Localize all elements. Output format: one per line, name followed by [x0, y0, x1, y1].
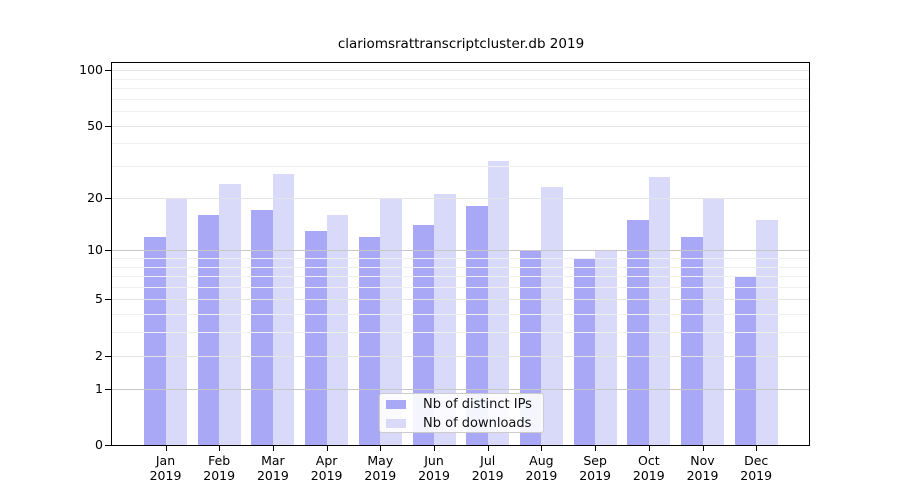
- y-tick-5: [105, 299, 111, 301]
- bar-oct-downloads: [648, 177, 671, 445]
- bar-nov-distinct-ips: [681, 236, 703, 445]
- y-tick-label-1: 1: [95, 380, 103, 396]
- y-tick-50: [105, 125, 111, 127]
- minor-gridline-90: [112, 78, 809, 80]
- x-tick-oct: [648, 446, 650, 451]
- x-tick-label-nov: Nov 2019: [686, 453, 719, 483]
- y-tick-label-100: 100: [79, 62, 103, 77]
- y-tick-label-2: 2: [95, 347, 103, 363]
- y-tick-2: [105, 355, 111, 357]
- x-tick-jul: [487, 446, 489, 451]
- gridline-5: [112, 299, 809, 301]
- bar-sep-downloads: [595, 250, 617, 445]
- bar-mar-distinct-ips: [251, 210, 273, 445]
- x-tick-aug: [541, 446, 543, 451]
- bar-aug-downloads: [541, 186, 563, 445]
- x-tick-label-oct: Oct 2019: [632, 453, 665, 483]
- minor-gridline-7: [112, 276, 809, 277]
- bar-jul-downloads: [487, 160, 510, 445]
- minor-gridline-80: [112, 87, 809, 89]
- legend-item-downloads: Nb of downloads: [380, 414, 543, 433]
- y-tick-label-20: 20: [87, 189, 103, 205]
- bar-apr-distinct-ips: [305, 230, 327, 445]
- x-tick-nov: [702, 446, 704, 451]
- bar-sep-distinct-ips: [573, 257, 596, 445]
- x-tick-jun: [434, 446, 435, 451]
- x-tick-feb: [219, 446, 221, 451]
- gridline-50: [112, 125, 809, 127]
- x-tick-label-mar: Mar 2019: [256, 453, 289, 483]
- legend: Nb of distinct IPs Nb of downloads: [379, 393, 544, 433]
- bar-nov-downloads: [702, 197, 724, 445]
- legend-label-downloads: Nb of downloads: [423, 416, 532, 431]
- bar-jul-distinct-ips: [466, 205, 488, 445]
- legend-label-distinct-ips: Nb of distinct IPs: [423, 397, 532, 412]
- minor-gridline-30: [112, 166, 809, 167]
- x-tick-mar: [272, 446, 274, 451]
- minor-gridline-70: [112, 98, 809, 100]
- y-tick-label-0: 0: [95, 437, 103, 452]
- x-tick-label-jul: Jul 2019: [471, 453, 504, 483]
- minor-gridline-6: [112, 286, 809, 288]
- x-tick-dec: [756, 446, 758, 451]
- y-tick-100: [105, 70, 111, 71]
- y-tick-1: [105, 388, 111, 390]
- x-tick-label-jun: Jun 2019: [418, 453, 450, 483]
- bar-dec-distinct-ips: [734, 276, 757, 445]
- gridline-2: [112, 355, 809, 357]
- x-tick-label-sep: Sep 2019: [579, 453, 611, 483]
- y-tick-label-10: 10: [87, 242, 103, 258]
- bar-jan-downloads: [165, 197, 187, 445]
- bar-apr-downloads: [326, 214, 349, 445]
- minor-gridline-8: [112, 266, 809, 268]
- legend-swatch-downloads: [386, 419, 406, 428]
- minor-gridline-4: [112, 314, 809, 316]
- gridline-20: [112, 197, 809, 199]
- bar-jan-distinct-ips: [144, 236, 166, 445]
- legend-item-distinct-ips: Nb of distinct IPs: [380, 395, 543, 414]
- bar-may-downloads: [380, 197, 402, 445]
- x-tick-label-may: May 2019: [364, 453, 397, 483]
- x-tick-may: [380, 446, 382, 451]
- plot-area: [111, 62, 810, 446]
- x-tick-label-jan: Jan 2019: [149, 453, 182, 483]
- x-tick-apr: [326, 446, 328, 451]
- minor-gridline-3: [112, 332, 809, 334]
- x-tick-label-aug: Aug 2019: [525, 453, 558, 483]
- bar-jun-downloads: [434, 193, 456, 445]
- minor-gridline-40: [112, 143, 809, 145]
- minor-gridline-9: [112, 257, 809, 259]
- bar-mar-downloads: [272, 174, 295, 445]
- gridline-10: [112, 250, 809, 252]
- y-tick-label-50: 50: [87, 117, 103, 133]
- x-tick-label-feb: Feb 2019: [203, 453, 236, 483]
- x-tick-sep: [595, 446, 597, 451]
- minor-gridline-60: [112, 111, 809, 112]
- chart-title: clariomsrattranscriptcluster.db 2019: [337, 36, 585, 52]
- gridline-100: [112, 70, 809, 71]
- y-tick-label-5: 5: [95, 291, 103, 307]
- bar-feb-distinct-ips: [197, 214, 220, 445]
- x-tick-label-apr: Apr 2019: [310, 453, 343, 483]
- legend-swatch-distinct-ips: [386, 400, 406, 409]
- y-tick-20: [105, 197, 111, 199]
- bar-may-distinct-ips: [358, 236, 381, 445]
- gridline-1: [112, 388, 809, 390]
- y-tick-10: [105, 250, 111, 252]
- bar-jun-distinct-ips: [412, 225, 434, 445]
- x-tick-jan: [165, 446, 167, 451]
- x-tick-label-dec: Dec 2019: [740, 453, 773, 483]
- y-tick-0: [105, 445, 111, 446]
